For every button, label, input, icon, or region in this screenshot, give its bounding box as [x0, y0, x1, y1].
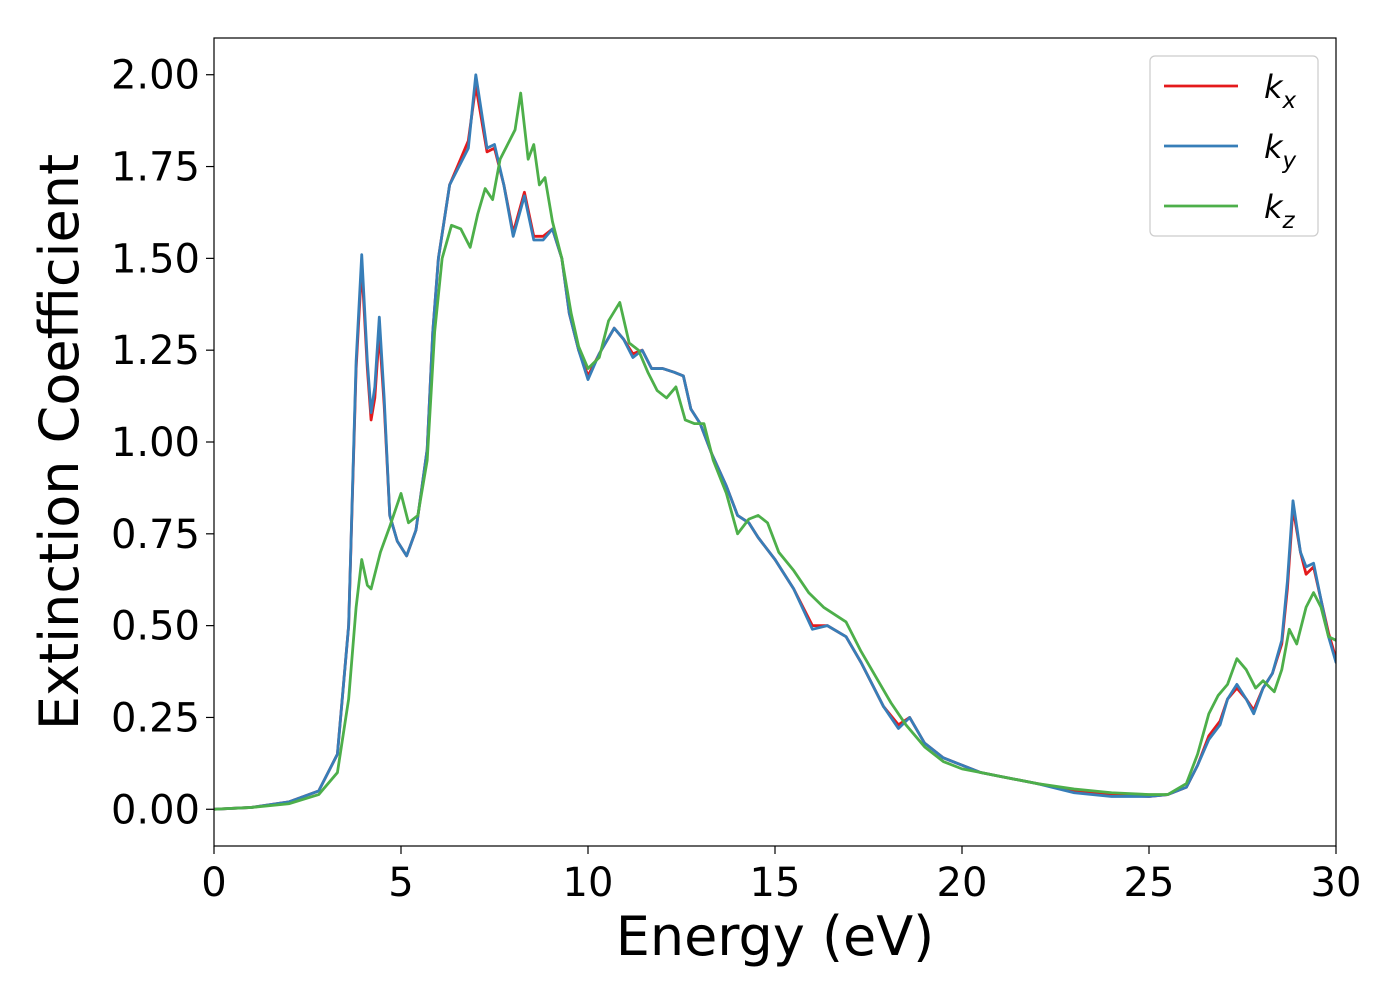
x-tick-label: 15	[750, 860, 801, 906]
y-tick-label: 1.75	[111, 145, 200, 191]
y-tick-label: 1.00	[111, 420, 200, 466]
series-line-z	[214, 91, 1336, 811]
y-tick-label: 1.25	[111, 328, 200, 374]
x-tick-label: 10	[563, 860, 614, 906]
y-axis-title: Extinction Coefficient	[28, 154, 91, 730]
x-tick-label: 0	[201, 860, 226, 906]
legend-label-base: k	[1264, 128, 1284, 166]
y-tick-label: 0.00	[111, 787, 200, 833]
legend-label-x: kx	[1264, 68, 1297, 114]
y-tick-label: 0.25	[111, 695, 200, 741]
x-tick-label: 20	[937, 860, 988, 906]
x-tick-label: 5	[388, 860, 413, 906]
x-axis: 0 5 10 15 20 25 30	[201, 846, 1361, 906]
plot-area	[214, 38, 1336, 846]
series-line-y	[214, 73, 1336, 811]
legend-label-subscript: x	[1282, 88, 1297, 114]
series-layer	[214, 73, 1336, 811]
x-tick-label: 30	[1311, 860, 1362, 906]
legend-label-base: k	[1264, 188, 1284, 226]
legend-label-subscript: z	[1282, 208, 1296, 234]
x-tick-label: 25	[1124, 860, 1175, 906]
x-axis-title: Energy (eV)	[616, 905, 935, 968]
legend-label-base: k	[1264, 68, 1284, 106]
y-tick-label: 1.50	[111, 236, 200, 282]
y-tick-label: 0.50	[111, 604, 200, 650]
legend-label-y: ky	[1264, 128, 1297, 174]
y-axis: 0.00 0.25 0.50 0.75 1.00 1.25 1.50 1.75 2.00	[111, 53, 214, 833]
y-tick-label: 2.00	[111, 53, 200, 99]
y-tick-label: 0.75	[111, 512, 200, 558]
legend-label-subscript: y	[1282, 148, 1297, 174]
legend-label-z: kz	[1264, 188, 1296, 234]
